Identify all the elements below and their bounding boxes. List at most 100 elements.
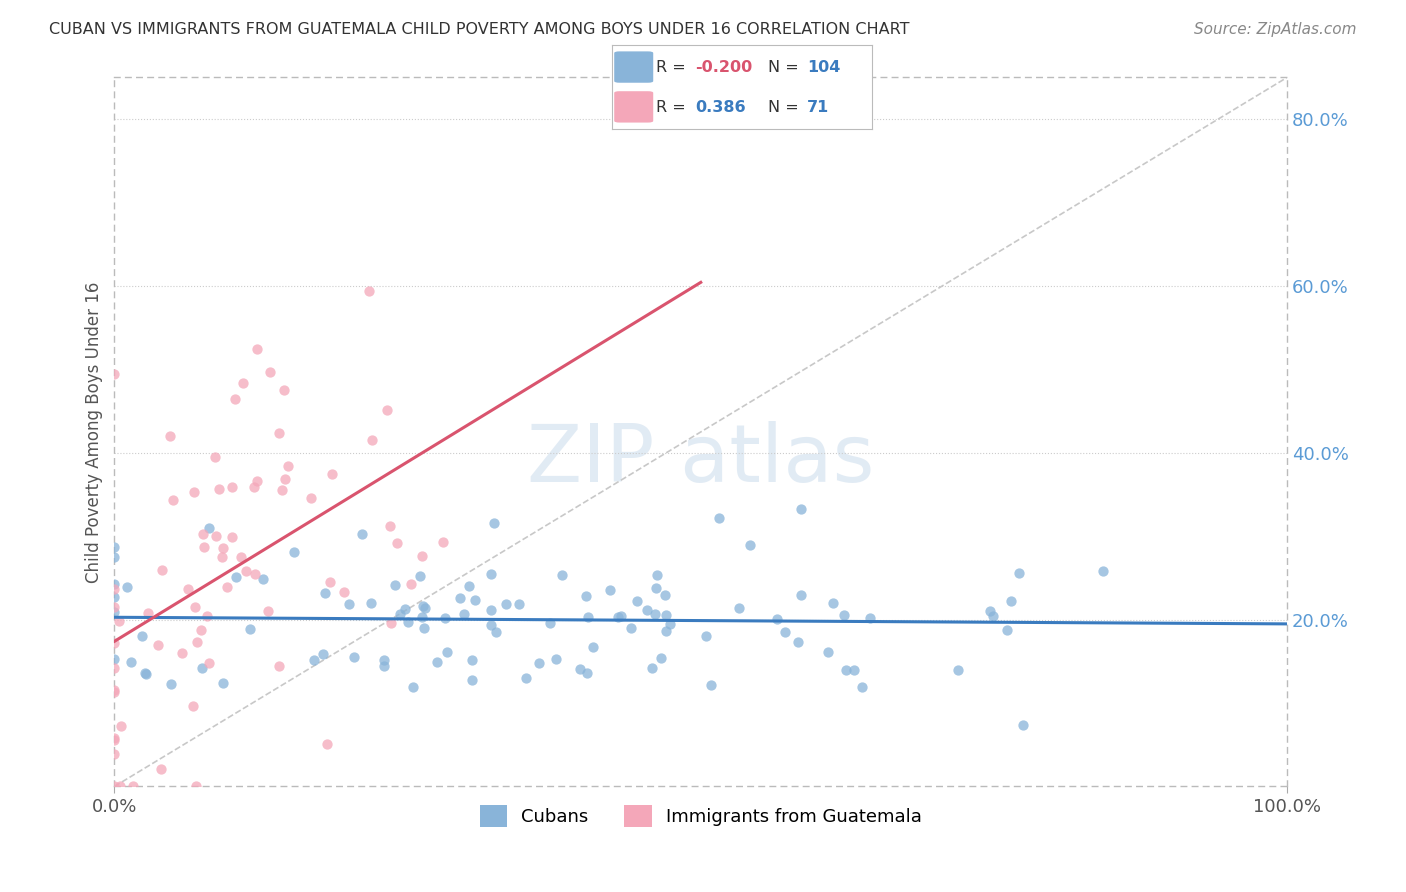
Point — [394, 602, 416, 616]
Point — [995, 623, 1018, 637]
FancyBboxPatch shape — [614, 52, 654, 83]
Point — [641, 660, 664, 674]
Point — [610, 608, 633, 623]
Point — [578, 610, 600, 624]
Point — [458, 579, 481, 593]
Point — [283, 545, 305, 559]
Point — [644, 607, 666, 621]
Point — [103, 582, 125, 596]
Point — [198, 520, 221, 534]
Point — [482, 516, 505, 531]
Point — [159, 429, 181, 443]
Y-axis label: Child Poverty Among Boys Under 16: Child Poverty Among Boys Under 16 — [86, 281, 103, 582]
Text: Source: ZipAtlas.com: Source: ZipAtlas.com — [1194, 22, 1357, 37]
Point — [655, 624, 678, 638]
Point — [224, 392, 246, 406]
Point — [389, 607, 412, 622]
Point — [172, 646, 194, 660]
Point — [103, 368, 125, 382]
Point — [103, 549, 125, 564]
Point — [103, 636, 125, 650]
Point — [373, 659, 395, 673]
Point — [208, 482, 231, 496]
Point — [396, 615, 419, 630]
Point — [626, 594, 648, 608]
Point — [479, 603, 502, 617]
Point — [402, 681, 425, 695]
Point — [859, 611, 882, 625]
Point — [790, 588, 813, 602]
Point — [645, 582, 668, 596]
Text: CUBAN VS IMMIGRANTS FROM GUATEMALA CHILD POVERTY AMONG BOYS UNDER 16 CORRELATION: CUBAN VS IMMIGRANTS FROM GUATEMALA CHILD… — [49, 22, 910, 37]
Point — [699, 677, 721, 691]
Point — [832, 608, 855, 623]
Point — [357, 284, 380, 298]
Point — [135, 666, 157, 681]
Point — [485, 624, 508, 639]
Point — [246, 342, 269, 356]
Point — [299, 491, 322, 505]
Point — [159, 677, 181, 691]
Point — [136, 606, 159, 620]
Point — [221, 481, 243, 495]
Point — [650, 650, 672, 665]
Point — [695, 629, 717, 643]
Point — [103, 577, 125, 591]
Point — [193, 541, 215, 555]
Point — [267, 426, 290, 441]
Point — [575, 665, 598, 680]
Point — [821, 596, 844, 610]
Text: N =: N = — [768, 100, 804, 115]
Point — [787, 635, 810, 649]
Text: -0.200: -0.200 — [695, 60, 752, 75]
Point — [103, 540, 125, 554]
Point — [790, 502, 813, 516]
Point — [581, 640, 603, 655]
Point — [655, 607, 678, 622]
Point — [103, 747, 125, 762]
Point — [361, 433, 384, 447]
Point — [495, 597, 517, 611]
Point — [204, 450, 226, 465]
FancyBboxPatch shape — [614, 91, 654, 122]
Point — [817, 645, 839, 659]
Point — [399, 576, 422, 591]
Point — [150, 563, 173, 577]
Point — [544, 652, 567, 666]
Point — [131, 629, 153, 643]
Point — [134, 665, 156, 680]
Point — [221, 530, 243, 544]
Point — [384, 578, 406, 592]
Point — [479, 567, 502, 582]
Point — [574, 590, 596, 604]
Point — [103, 591, 125, 605]
Point — [103, 731, 125, 745]
Point — [979, 604, 1001, 618]
Point — [184, 600, 207, 615]
Point — [103, 661, 125, 675]
Point — [645, 567, 668, 582]
Point — [103, 685, 125, 699]
Point — [302, 653, 325, 667]
Point — [479, 618, 502, 632]
Point — [232, 376, 254, 391]
Point — [408, 569, 430, 583]
Point — [765, 612, 787, 626]
Point — [620, 621, 643, 635]
Point — [108, 780, 131, 794]
Point — [1092, 564, 1115, 578]
Point — [103, 600, 125, 615]
Point — [337, 597, 360, 611]
Text: R =: R = — [655, 60, 690, 75]
Point — [181, 698, 204, 713]
Point — [211, 541, 233, 555]
Text: 71: 71 — [807, 100, 830, 115]
Point — [243, 480, 266, 494]
Point — [110, 719, 132, 733]
Point — [1012, 717, 1035, 731]
Point — [225, 570, 247, 584]
Point — [527, 656, 550, 670]
Point — [515, 671, 537, 685]
Point — [380, 616, 402, 631]
Point — [606, 610, 628, 624]
